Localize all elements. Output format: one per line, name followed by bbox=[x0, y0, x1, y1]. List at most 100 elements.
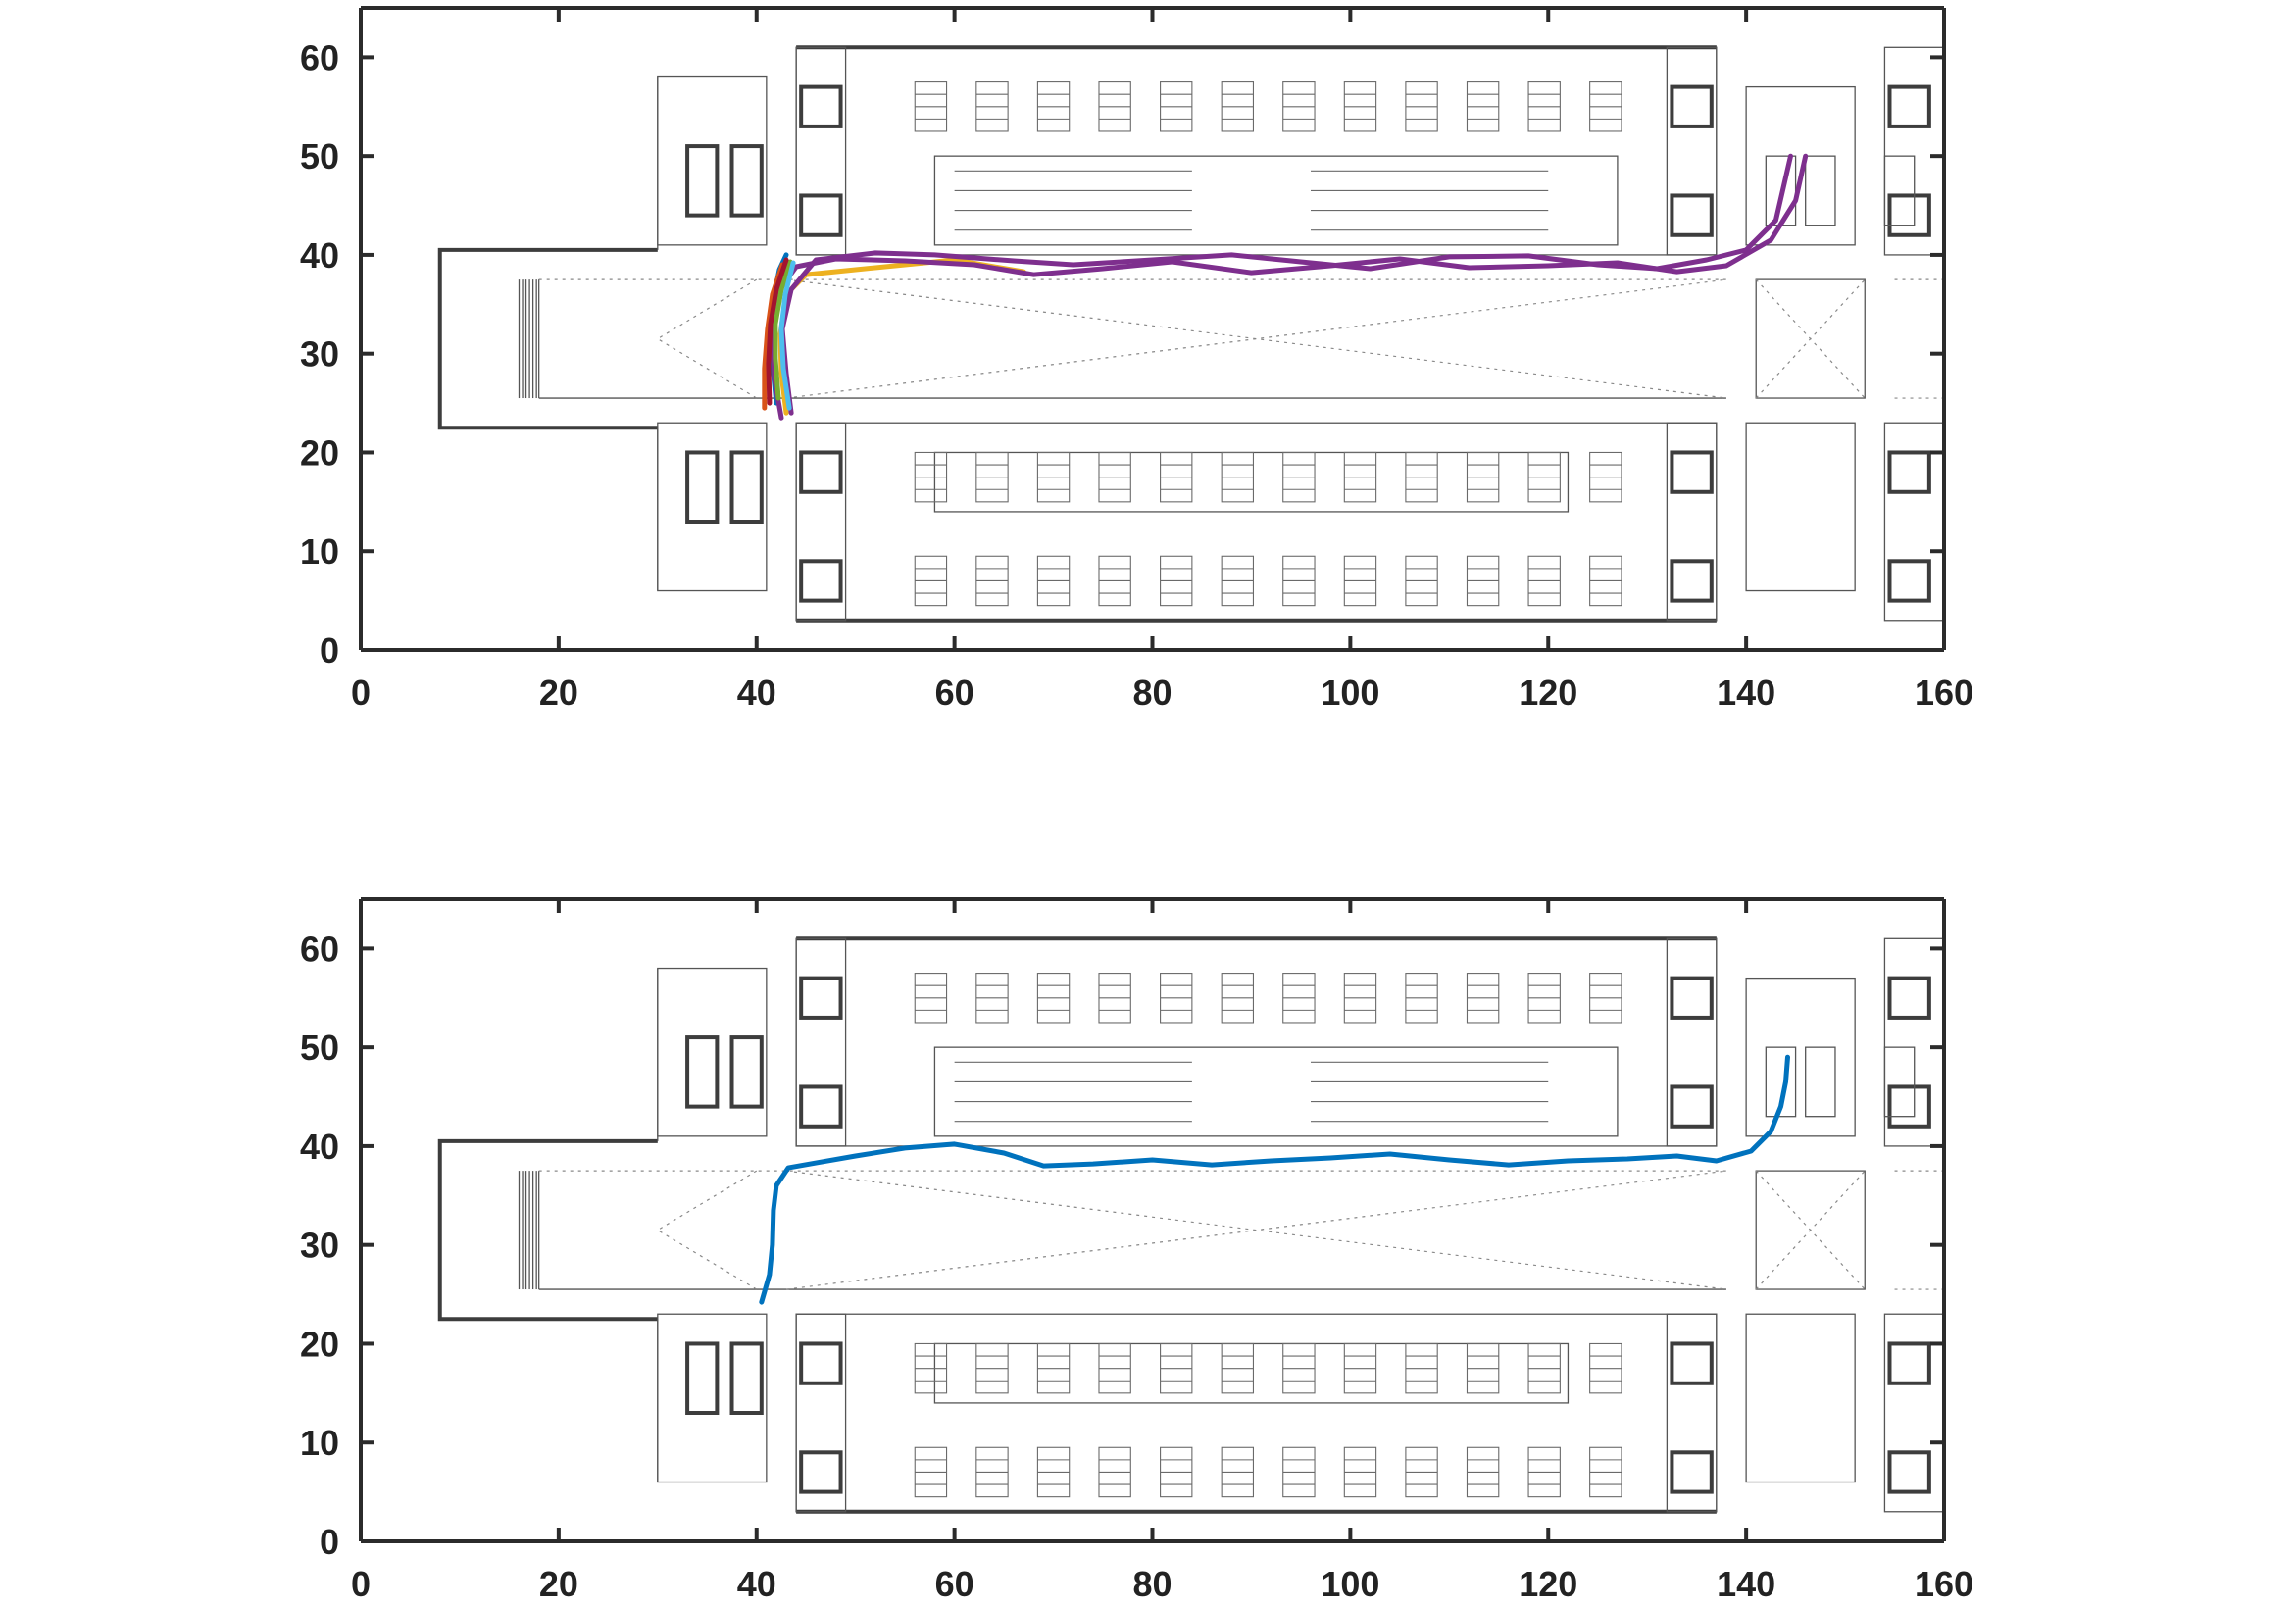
y-tick-label: 60 bbox=[300, 37, 339, 77]
core-room bbox=[1745, 422, 1856, 592]
y-tick-label: 50 bbox=[300, 1028, 339, 1068]
atrium-diagonal bbox=[785, 278, 1727, 399]
x-tick-label: 0 bbox=[351, 1564, 371, 1604]
atrium-diagonal bbox=[656, 1170, 758, 1290]
elevator-core bbox=[1883, 1046, 1916, 1118]
stair-core bbox=[1670, 1084, 1714, 1129]
core-room bbox=[657, 1313, 768, 1483]
y-tick-label: 60 bbox=[300, 929, 339, 969]
south-interior-lab bbox=[933, 1342, 1570, 1404]
atrium-diagonal bbox=[1755, 278, 1866, 399]
y-tick-label: 40 bbox=[300, 1127, 339, 1167]
stair-core bbox=[1887, 1341, 1931, 1385]
elevator-core bbox=[729, 1035, 764, 1109]
x-tick-label: 120 bbox=[1519, 1564, 1577, 1604]
elevator-core bbox=[685, 450, 720, 525]
trajectory-line-3 bbox=[777, 257, 1026, 416]
x-tick-label: 60 bbox=[935, 1564, 974, 1604]
stair-core bbox=[1670, 1450, 1714, 1494]
stair-core bbox=[799, 193, 843, 237]
x-tick-label: 80 bbox=[1132, 673, 1172, 713]
y-tick-label: 0 bbox=[320, 630, 339, 671]
atrium-diagonal bbox=[785, 1170, 1727, 1290]
stair-core bbox=[799, 559, 843, 603]
x-tick-label: 160 bbox=[1915, 1564, 1973, 1604]
atrium-diagonal bbox=[785, 1170, 1727, 1290]
trajectory-lines bbox=[762, 153, 1809, 421]
core-room bbox=[1745, 85, 1856, 246]
elevator-core bbox=[1883, 155, 1916, 226]
elevator-core bbox=[1765, 1046, 1797, 1118]
x-tick-label: 40 bbox=[737, 1564, 776, 1604]
stair-core bbox=[1887, 193, 1931, 237]
y-tick-label: 0 bbox=[320, 1522, 339, 1562]
north-interior-lab bbox=[933, 155, 1619, 246]
stair-core bbox=[1670, 1341, 1714, 1385]
x-tick-label: 60 bbox=[935, 673, 974, 713]
right-atrium-room bbox=[1755, 1170, 1866, 1290]
core-room bbox=[1666, 937, 1718, 1147]
stair-core bbox=[1887, 1084, 1931, 1129]
stair-core bbox=[799, 1341, 843, 1385]
floor-plan-image bbox=[437, 936, 1945, 1514]
south-interior-lab bbox=[933, 451, 1570, 513]
y-tick-label: 40 bbox=[300, 235, 339, 276]
core-room bbox=[795, 422, 847, 622]
north-interior-lab bbox=[933, 1046, 1619, 1137]
y-tick-label: 20 bbox=[300, 432, 339, 473]
y-tick-label: 10 bbox=[300, 1423, 339, 1463]
trajectory-line-6 bbox=[773, 259, 793, 401]
core-room bbox=[1745, 977, 1856, 1137]
y-tick-label: 50 bbox=[300, 136, 339, 176]
trajectory-line-1 bbox=[759, 1054, 1790, 1305]
core-room bbox=[657, 422, 768, 592]
stair-core bbox=[1887, 450, 1931, 494]
stair-core bbox=[1887, 559, 1931, 603]
trajectory-line-7 bbox=[778, 260, 796, 411]
corridor-outer-wall bbox=[437, 247, 658, 430]
x-tick-label: 140 bbox=[1717, 1564, 1775, 1604]
core-room bbox=[1666, 1313, 1718, 1513]
x-tick-label: 140 bbox=[1717, 673, 1775, 713]
y-tick-label: 30 bbox=[300, 1226, 339, 1266]
axes-box: 0 20 40 60 80 100 120 140 160 0 10 20 30 40 50 60 bbox=[300, 6, 1973, 713]
trajectory-line-5 bbox=[779, 153, 1793, 416]
stair-core bbox=[799, 976, 843, 1020]
stair-core bbox=[1887, 84, 1931, 128]
trajectory-line-4 bbox=[770, 153, 1809, 421]
elevator-core bbox=[729, 450, 764, 525]
atrium-diagonal bbox=[785, 278, 1727, 399]
core-room bbox=[1666, 46, 1718, 256]
y-tick-label: 30 bbox=[300, 334, 339, 375]
stair-core bbox=[1887, 1450, 1931, 1494]
trajectory-line-8 bbox=[766, 257, 789, 406]
stair-core bbox=[1887, 976, 1931, 1020]
atrium-diagonal bbox=[656, 278, 758, 399]
x-tick-label: 100 bbox=[1321, 673, 1379, 713]
x-tick-label: 160 bbox=[1915, 673, 1973, 713]
elevator-core bbox=[685, 144, 720, 218]
core-room bbox=[795, 937, 847, 1147]
x-tick-label: 20 bbox=[539, 673, 578, 713]
floor-plan-image bbox=[437, 45, 1945, 623]
corridor-outer-wall bbox=[437, 1138, 658, 1322]
stair-core bbox=[1670, 559, 1714, 603]
top-panel-floorplan-plot: 0 20 40 60 80 100 120 140 160 0 10 20 30 40 50 60 bbox=[300, 6, 1973, 713]
elevator-core bbox=[729, 144, 764, 218]
x-tick-label: 100 bbox=[1321, 1564, 1379, 1604]
x-tick-label: 120 bbox=[1519, 673, 1577, 713]
stair-core bbox=[799, 84, 843, 128]
stair-core bbox=[1670, 193, 1714, 237]
stair-core bbox=[799, 1084, 843, 1129]
y-tick-label: 20 bbox=[300, 1324, 339, 1364]
x-tick-label: 80 bbox=[1132, 1564, 1172, 1604]
core-room bbox=[795, 46, 847, 256]
core-room bbox=[1745, 1313, 1856, 1483]
x-tick-label: 20 bbox=[539, 1564, 578, 1604]
bottom-panel-floorplan-plot: 0 20 40 60 80 100 120 140 160 0 10 20 30 40 50 60 bbox=[300, 897, 1973, 1604]
x-tick-label: 40 bbox=[737, 673, 776, 713]
axes-box: 0 20 40 60 80 100 120 140 160 0 10 20 30 40 50 60 bbox=[300, 897, 1973, 1604]
elevator-core bbox=[1805, 155, 1836, 226]
core-room bbox=[657, 967, 768, 1137]
